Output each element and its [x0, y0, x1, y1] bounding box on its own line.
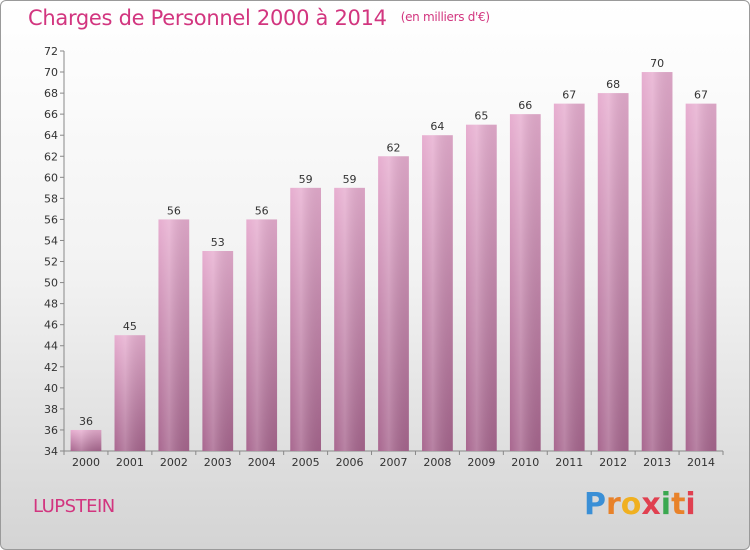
y-tick-label: 48 — [44, 298, 58, 311]
bar-shine-2007 — [378, 156, 409, 451]
y-tick-label: 42 — [44, 361, 58, 374]
logo-letter: r — [606, 487, 621, 522]
y-axis: 34 36 38 40 42 44 46 48 50 52 54 56 58 60 62 64 66 68 70 72 — [44, 45, 65, 458]
y-tick-label: 60 — [44, 171, 58, 184]
chart-title: Charges de Personnel 2000 à 2014 (en mill… — [28, 6, 490, 30]
y-tick-label: 36 — [44, 424, 58, 437]
bar-shine-2011 — [553, 103, 585, 451]
chart-title-text: Charges de Personnel 2000 à 2014 — [28, 6, 387, 30]
data-label-2007: 62 — [387, 141, 401, 154]
y-tick-label: 66 — [44, 108, 58, 121]
data-label-2004: 56 — [255, 204, 269, 217]
bar-shine-2006 — [334, 187, 365, 451]
y-tick-label: 58 — [44, 192, 58, 205]
proxiti-logo: Proxiti — [584, 487, 696, 522]
y-tick-label: 34 — [44, 445, 58, 458]
chart-unit: (en milliers d'€) — [400, 10, 490, 24]
x-tick-label: 2010 — [511, 456, 539, 469]
data-label-2010: 66 — [518, 99, 532, 112]
data-label-2012: 68 — [606, 78, 620, 91]
bar-shine-2000 — [70, 429, 102, 451]
x-tick-label: 2011 — [555, 456, 583, 469]
bar-shine-2002 — [158, 219, 190, 451]
bar-shine-2014 — [685, 103, 717, 451]
bar-shine-2001 — [114, 335, 146, 451]
y-tick-label: 40 — [44, 382, 58, 395]
y-tick-label: 72 — [44, 45, 58, 58]
logo-letter: P — [584, 487, 606, 522]
bar-shine-2003 — [202, 251, 234, 451]
y-tick-label: 38 — [44, 403, 58, 416]
commune-name: LUPSTEIN — [33, 496, 115, 517]
logo-letter: o — [620, 487, 642, 522]
data-labels: 36 45 56 53 56 59 59 62 64 65 66 67 68 70 67 — [79, 57, 708, 428]
logo-letter: i — [660, 487, 672, 522]
y-tick-label: 54 — [44, 234, 58, 247]
logo-letter: x — [641, 487, 661, 522]
x-tick-label: 2009 — [467, 456, 495, 469]
x-tick-label: 2012 — [599, 456, 627, 469]
x-tick-label: 2004 — [248, 456, 276, 469]
x-tick-label: 2008 — [423, 456, 451, 469]
y-tick-label: 70 — [44, 66, 58, 79]
x-tick-label: 2007 — [380, 456, 408, 469]
bar-shine-2009 — [465, 124, 497, 452]
data-label-2011: 67 — [562, 89, 576, 102]
data-label-2009: 65 — [474, 110, 488, 123]
bar-shine-2005 — [290, 187, 322, 451]
data-label-2002: 56 — [167, 204, 181, 217]
y-tick-label: 52 — [44, 256, 58, 269]
y-tick-label: 44 — [44, 340, 58, 353]
y-tick-label: 50 — [44, 277, 58, 290]
x-tick-label: 2006 — [336, 456, 364, 469]
data-label-2006: 59 — [343, 173, 357, 186]
x-tick-label: 2003 — [204, 456, 232, 469]
bar-shine-2013 — [641, 72, 673, 451]
data-label-2005: 59 — [299, 173, 313, 186]
data-label-2013: 70 — [650, 57, 664, 70]
data-label-2014: 67 — [694, 89, 708, 102]
x-tick-label: 2000 — [72, 456, 100, 469]
bar-shine-2012 — [597, 93, 629, 452]
y-tick-label: 62 — [44, 150, 58, 163]
x-tick-label: 2001 — [116, 456, 144, 469]
logo-letter: i — [685, 487, 696, 522]
bar-shine-2004 — [246, 219, 278, 451]
logo-letter: t — [671, 487, 686, 522]
x-tick-label: 2014 — [687, 456, 715, 469]
x-tick-label: 2005 — [292, 456, 320, 469]
data-label-2000: 36 — [79, 415, 93, 428]
data-label-2008: 64 — [430, 120, 444, 133]
x-axis: 2000 2001 2002 2003 2004 2005 2006 2007 2008 2009… — [63, 450, 724, 469]
x-tick-label: 2013 — [643, 456, 671, 469]
x-tick-label: 2002 — [160, 456, 188, 469]
y-tick-label: 56 — [44, 213, 58, 226]
y-tick-label: 68 — [44, 87, 58, 100]
y-tick-label: 64 — [44, 129, 58, 142]
bars — [70, 72, 717, 452]
y-tick-label: 46 — [44, 319, 58, 332]
bar-shine-2010 — [509, 114, 541, 451]
data-label-2003: 53 — [211, 236, 225, 249]
data-label-2001: 45 — [123, 320, 137, 333]
bar-shine-2008 — [422, 135, 453, 452]
